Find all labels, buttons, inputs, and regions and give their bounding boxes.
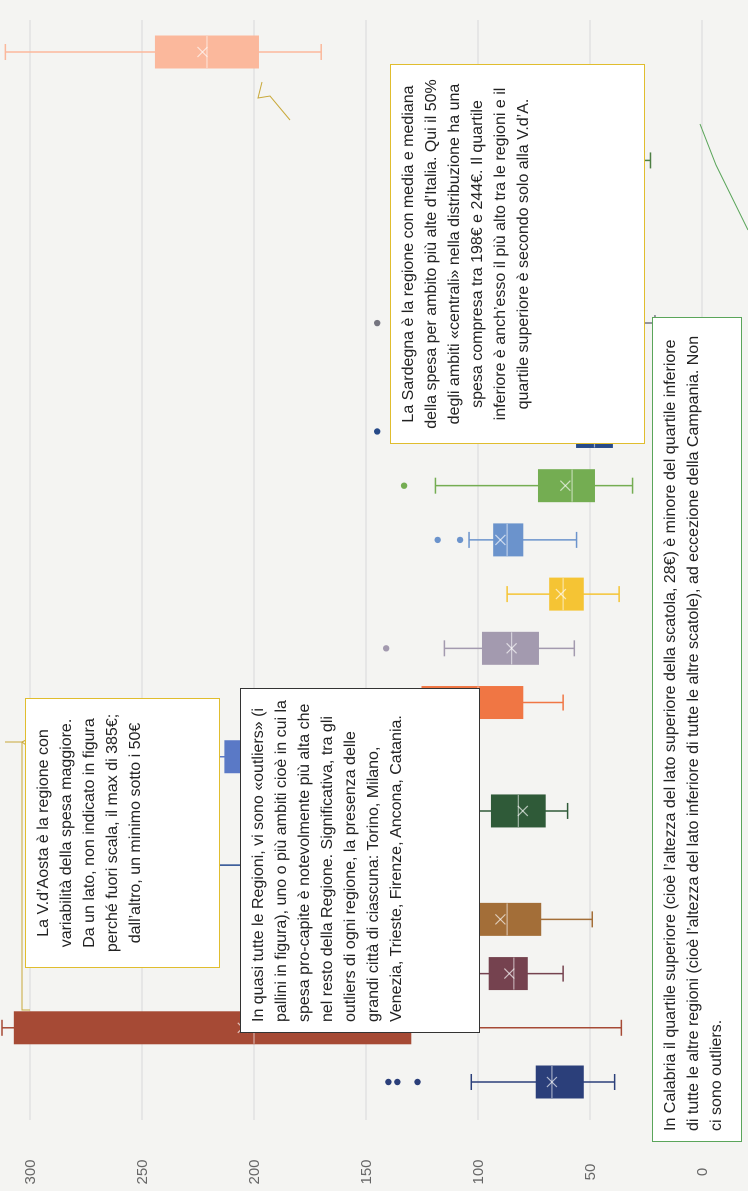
outlier-point <box>385 1078 392 1086</box>
outlier-point <box>382 645 390 652</box>
annotation-vda: La V.d’Aosta è la regione con variabilit… <box>25 698 220 968</box>
box-8 <box>382 631 576 665</box>
box-rect <box>535 1065 584 1099</box>
mean-marker-b <box>506 642 518 654</box>
mean-marker-b <box>517 805 529 817</box>
tick-label: 150 <box>358 1159 375 1184</box>
box-19 <box>4 35 322 69</box>
tick-label: 100 <box>470 1159 487 1184</box>
mean-marker-b <box>494 913 506 925</box>
outlier-point <box>400 482 408 489</box>
mean-marker-b <box>559 480 571 492</box>
box-rect <box>488 957 528 991</box>
tick-label: 300 <box>22 1159 39 1184</box>
annotation-calabria: In Calabria il quartile superiore (cioè … <box>652 317 742 1142</box>
box-11 <box>400 469 634 503</box>
tick-label: 200 <box>246 1159 263 1184</box>
outlier-point <box>414 1078 421 1086</box>
outlier-point <box>374 319 381 327</box>
tick-label: 50 <box>582 1164 599 1181</box>
box-rect <box>493 523 524 557</box>
box-10 <box>434 523 578 557</box>
box-0 <box>385 1065 616 1099</box>
box-9 <box>506 577 620 611</box>
mean-marker-b <box>555 588 567 600</box>
mean-marker-b <box>197 46 208 58</box>
box-rect <box>468 902 542 936</box>
outlier-point <box>374 428 381 435</box>
value-axis: 0 50 100 150 200 250 300 <box>22 1159 711 1184</box>
tick-label: 250 <box>134 1159 151 1184</box>
sardegna-callout-line <box>257 81 291 121</box>
box-rect <box>481 631 539 665</box>
mean-marker-b <box>546 1076 558 1088</box>
outlier-point <box>394 1078 401 1086</box>
mean-marker-b <box>494 534 506 546</box>
mean-marker-b <box>503 968 515 980</box>
vda-callout-line-2 <box>5 741 30 1011</box>
tick-label: 0 <box>694 1168 711 1176</box>
annotation-outliers: In quasi tutte le Regioni, vi sono «outl… <box>240 688 480 1033</box>
annotation-sardegna: La Sardegna è la regione con media e med… <box>390 64 645 444</box>
box-rect <box>549 577 584 611</box>
box-rect <box>537 469 595 503</box>
outlier-point <box>456 536 464 544</box>
calabria-callout-line <box>699 123 748 231</box>
outlier-point <box>434 536 441 544</box>
